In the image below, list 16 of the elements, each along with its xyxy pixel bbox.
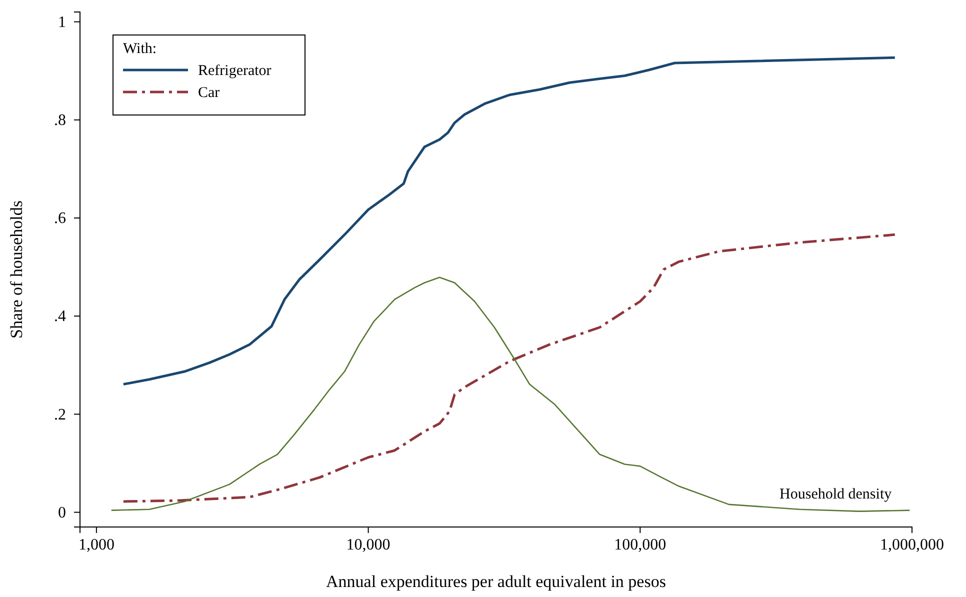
x-axis-title: Annual expenditures per adult equivalent in pesos <box>326 572 666 591</box>
x-tick-label: 100,000 <box>614 536 666 554</box>
x-tick-label: 1,000 <box>78 536 114 554</box>
x-tick-label: 1,000,000 <box>880 536 944 554</box>
y-tick-label: .8 <box>54 112 66 130</box>
y-tick-label: .4 <box>54 308 66 326</box>
y-tick-label: .2 <box>54 406 66 424</box>
x-tick-label: 10,000 <box>346 536 390 554</box>
y-tick-label: 0 <box>58 504 66 522</box>
legend-label: Car <box>198 85 220 101</box>
y-tick-label: 1 <box>58 14 66 31</box>
legend-label: Refrigerator <box>198 63 272 79</box>
legend-title: With: <box>123 41 157 57</box>
y-axis-title: Share of households <box>7 200 26 338</box>
series-label: Household density <box>780 486 892 502</box>
y-tick-label: .6 <box>54 210 66 228</box>
